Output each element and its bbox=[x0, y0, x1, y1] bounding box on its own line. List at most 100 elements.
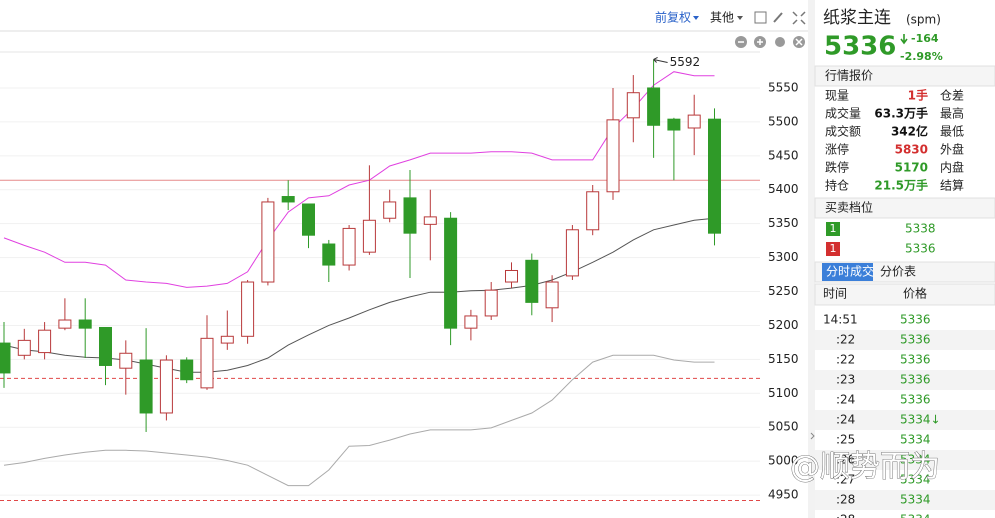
last-price: 5336 bbox=[824, 32, 896, 62]
section-header bbox=[814, 65, 995, 87]
row-label: 内盘 bbox=[940, 160, 964, 175]
row-label: 跌停 bbox=[825, 160, 849, 175]
row-value: 5830 bbox=[895, 143, 928, 157]
candle-body bbox=[159, 359, 173, 414]
row-label: 涨停 bbox=[825, 142, 849, 157]
row-label: 成交额 bbox=[825, 124, 861, 139]
trade-price: 5334 bbox=[900, 473, 931, 487]
band-line bbox=[3, 354, 715, 487]
candle-body bbox=[38, 329, 52, 354]
candle-body bbox=[687, 114, 701, 129]
candle-body bbox=[99, 326, 112, 366]
y-tick-label: 5250 bbox=[768, 284, 799, 298]
draw-icon[interactable] bbox=[773, 12, 783, 23]
y-tick-label: 5050 bbox=[768, 420, 799, 434]
trade-time: :23 bbox=[836, 373, 855, 387]
trade-time: :28 bbox=[836, 493, 855, 507]
row-label: 成交量 bbox=[825, 106, 861, 121]
trade-time: :26 bbox=[836, 453, 855, 467]
fullscreen-icon[interactable] bbox=[792, 11, 806, 25]
row-label: 外盘 bbox=[940, 142, 964, 157]
tab[interactable]: 分时成交 bbox=[826, 264, 874, 279]
trade-time: :25 bbox=[836, 433, 855, 447]
change: -164 bbox=[911, 32, 939, 45]
trade-time: 14:51 bbox=[823, 313, 858, 327]
splitter-arrow bbox=[810, 432, 815, 440]
row-value: 21.5万手 bbox=[874, 178, 928, 193]
candle-body bbox=[505, 269, 518, 283]
row-label: 最低 bbox=[940, 125, 964, 139]
row-value: 342亿 bbox=[891, 124, 928, 139]
candle-body bbox=[281, 196, 295, 203]
candle-body bbox=[464, 315, 478, 329]
y-tick-label: 5500 bbox=[768, 114, 799, 128]
candle-body bbox=[139, 359, 153, 414]
candle-body bbox=[626, 92, 640, 119]
dropdown-icon bbox=[693, 16, 699, 20]
candle-body bbox=[342, 227, 356, 266]
candle-body bbox=[241, 281, 255, 337]
row-stripe bbox=[815, 450, 995, 470]
trade-time: :22 bbox=[836, 333, 855, 347]
band-line bbox=[3, 71, 715, 288]
candle-body bbox=[261, 201, 275, 283]
row-label: 仓差 bbox=[940, 89, 964, 103]
y-tick-label: 5300 bbox=[768, 250, 799, 264]
y-tick-label: 5350 bbox=[768, 216, 799, 230]
candle-body bbox=[302, 203, 315, 236]
trade-price: 5334 bbox=[900, 433, 931, 447]
candle-body bbox=[525, 259, 539, 303]
level-badge bbox=[826, 222, 840, 236]
row-value: 63.3万手 bbox=[874, 106, 928, 121]
contract-name: 纸浆主连 bbox=[823, 8, 891, 28]
candle-body bbox=[200, 337, 214, 389]
table-header bbox=[814, 283, 995, 306]
plot: 4950 5000 5050 5100 5150 5200 5250 5300 5350 5400… bbox=[0, 55, 799, 502]
splitter[interactable] bbox=[808, 0, 815, 518]
adjust-button[interactable]: 前复权 bbox=[655, 10, 691, 25]
tab[interactable]: 分价表 bbox=[880, 265, 916, 279]
contract-code: (spm) bbox=[906, 13, 941, 27]
other-button[interactable]: 其他 bbox=[710, 11, 734, 25]
watermark: @顺势而为 bbox=[790, 450, 940, 485]
candle-body bbox=[119, 352, 133, 369]
candle-body bbox=[383, 201, 397, 219]
icon-glyphs bbox=[738, 38, 803, 46]
trade-price: 5334 bbox=[900, 513, 931, 518]
trade-price: 5334 bbox=[900, 453, 931, 467]
trade-time: :22 bbox=[836, 353, 855, 367]
change-percent: -2.98% bbox=[900, 50, 943, 63]
section-title: 行情报价 bbox=[825, 68, 873, 83]
candle-body bbox=[667, 118, 681, 131]
level: 1 bbox=[830, 222, 837, 235]
candle-body bbox=[322, 243, 336, 266]
grid-icon[interactable] bbox=[754, 11, 767, 24]
candle-body bbox=[78, 319, 92, 329]
y-tick-label: 5400 bbox=[768, 182, 799, 196]
settings-icon[interactable] bbox=[775, 37, 785, 47]
trade-price: 5336 bbox=[900, 353, 931, 367]
row-label: 最高 bbox=[940, 106, 964, 121]
y-tick-label: 5450 bbox=[768, 148, 799, 162]
trade-price: 5336 bbox=[900, 333, 931, 347]
y-tick-label: 5100 bbox=[768, 386, 799, 400]
row-label: 持仓 bbox=[825, 178, 849, 193]
candle-body bbox=[180, 359, 194, 381]
row-value: 1手 bbox=[908, 88, 928, 103]
y-tick-label: 5200 bbox=[768, 318, 799, 332]
row-stripe bbox=[815, 410, 995, 430]
section-title: 买卖档位 bbox=[825, 200, 873, 215]
candle-body bbox=[444, 217, 458, 329]
candle-body bbox=[403, 197, 417, 234]
candle-body bbox=[586, 191, 600, 231]
y-tick-label: 4950 bbox=[768, 488, 799, 502]
trade-time: :24 bbox=[836, 413, 855, 427]
candle-body bbox=[362, 219, 376, 253]
depth-price: 5338 bbox=[905, 222, 936, 236]
trade-price: 5336 bbox=[900, 313, 931, 327]
row-stripe bbox=[815, 490, 995, 510]
active-tab[interactable] bbox=[822, 263, 873, 281]
dropdown-icon bbox=[737, 16, 743, 20]
down-arrow bbox=[900, 34, 908, 45]
